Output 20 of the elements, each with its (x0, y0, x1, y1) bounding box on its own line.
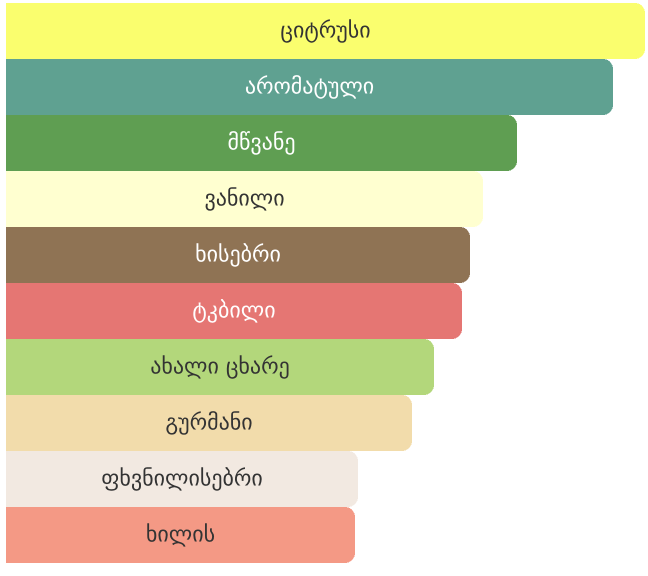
bar (6, 171, 483, 227)
bar (6, 227, 470, 283)
y-tick-label: მწვანე (228, 130, 296, 156)
y-tick-label: არომატული (244, 74, 374, 100)
bar (6, 451, 358, 507)
y-tick-label: ვანილი (204, 186, 285, 212)
bar (6, 3, 645, 59)
bar (6, 339, 434, 395)
bar (6, 283, 462, 339)
y-tick-label: ხილის (146, 522, 216, 548)
bar (6, 395, 412, 451)
y-tick-label: ხისებრი (195, 242, 281, 268)
bar (6, 507, 355, 563)
bar (6, 59, 613, 115)
bar (6, 115, 517, 171)
y-tick-label: გურმანი (165, 410, 253, 436)
y-tick-label: ტკბილი (192, 298, 276, 324)
y-tick-label: ახალი ცხარე (150, 354, 290, 380)
y-tick-label: ციტრუსი (280, 18, 371, 44)
y-tick-label: ფხვნილისებრი (101, 466, 263, 492)
